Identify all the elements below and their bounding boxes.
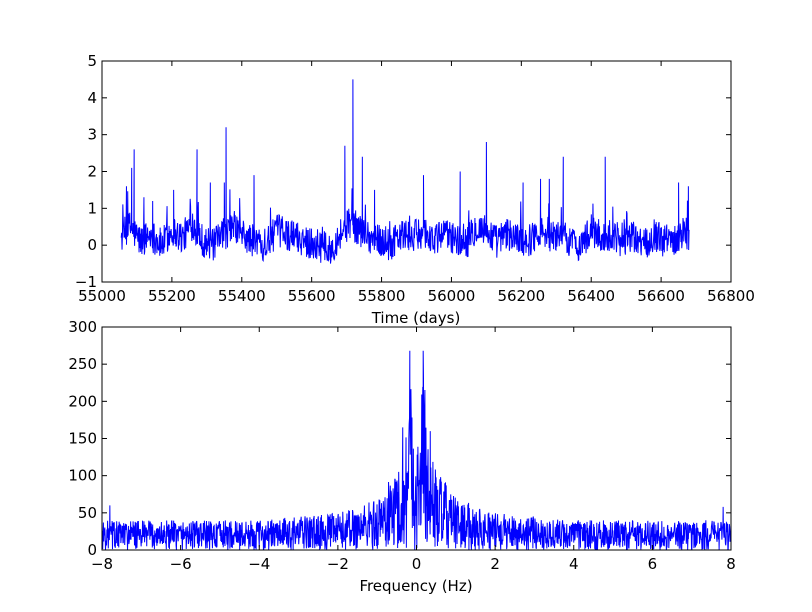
y-tick-label: 50: [78, 504, 97, 522]
x-tick-label: 4: [569, 555, 579, 573]
y-tick-label: 100: [68, 467, 97, 485]
series-line-1: [102, 350, 731, 550]
x-tick-label: −8: [91, 555, 113, 573]
x-tick-label: 56400: [567, 287, 615, 305]
time-series-ticks: 55000 55200 55400 55600 55800 56000 56200 56400…: [75, 52, 755, 305]
x-tick-label: 56800: [707, 287, 755, 305]
x-tick-label: 56200: [497, 287, 545, 305]
y-tick-label: 0: [87, 541, 97, 559]
x-tick-label: 55200: [148, 287, 196, 305]
x-tick-label: −6: [170, 555, 192, 573]
frequency-spectrum-ticks: −8 −6 −4 −2 0 2 4 6 8 0 50 100 150 200 250 300: [68, 318, 735, 573]
y-tick-label: 1: [87, 199, 97, 217]
y-tick-label: 5: [87, 52, 97, 70]
y-tick-label: 250: [68, 355, 97, 373]
x-tick-label: 56600: [637, 287, 685, 305]
x-tick-label: 56000: [428, 287, 476, 305]
x-tick-label: 55400: [218, 287, 266, 305]
series-line-0: [120, 79, 690, 264]
x-tick-label: 55800: [358, 287, 406, 305]
y-tick-label: 200: [68, 392, 97, 410]
x-tick-label: 55600: [288, 287, 336, 305]
y-tick-label: 3: [87, 126, 97, 144]
time-series-panel: 55000 55200 55400 55600 55800 56000 56200 56400…: [75, 52, 755, 327]
y-tick-label: 4: [87, 89, 97, 107]
frequency-spectrum-x-axis-label: Frequency (Hz): [359, 577, 472, 595]
x-tick-label: 0: [412, 555, 422, 573]
frequency-spectrum-plot-area: [102, 350, 731, 550]
x-tick-label: 6: [648, 555, 658, 573]
y-tick-label: 300: [68, 318, 97, 336]
y-tick-label: −1: [75, 273, 97, 291]
time-series-x-axis-label: Time (days): [371, 309, 461, 327]
frequency-spectrum-panel: −8 −6 −4 −2 0 2 4 6 8 0 50 100 150 200 250 300 Frequenc…: [68, 318, 735, 595]
time-series-plot-area: [120, 79, 690, 264]
x-tick-label: −2: [327, 555, 349, 573]
x-tick-label: 8: [726, 555, 736, 573]
y-tick-label: 150: [68, 430, 97, 448]
y-tick-label: 0: [87, 236, 97, 254]
y-tick-label: 2: [87, 163, 97, 181]
x-tick-label: −4: [248, 555, 270, 573]
x-tick-label: 55000: [78, 287, 126, 305]
x-tick-label: 2: [490, 555, 500, 573]
